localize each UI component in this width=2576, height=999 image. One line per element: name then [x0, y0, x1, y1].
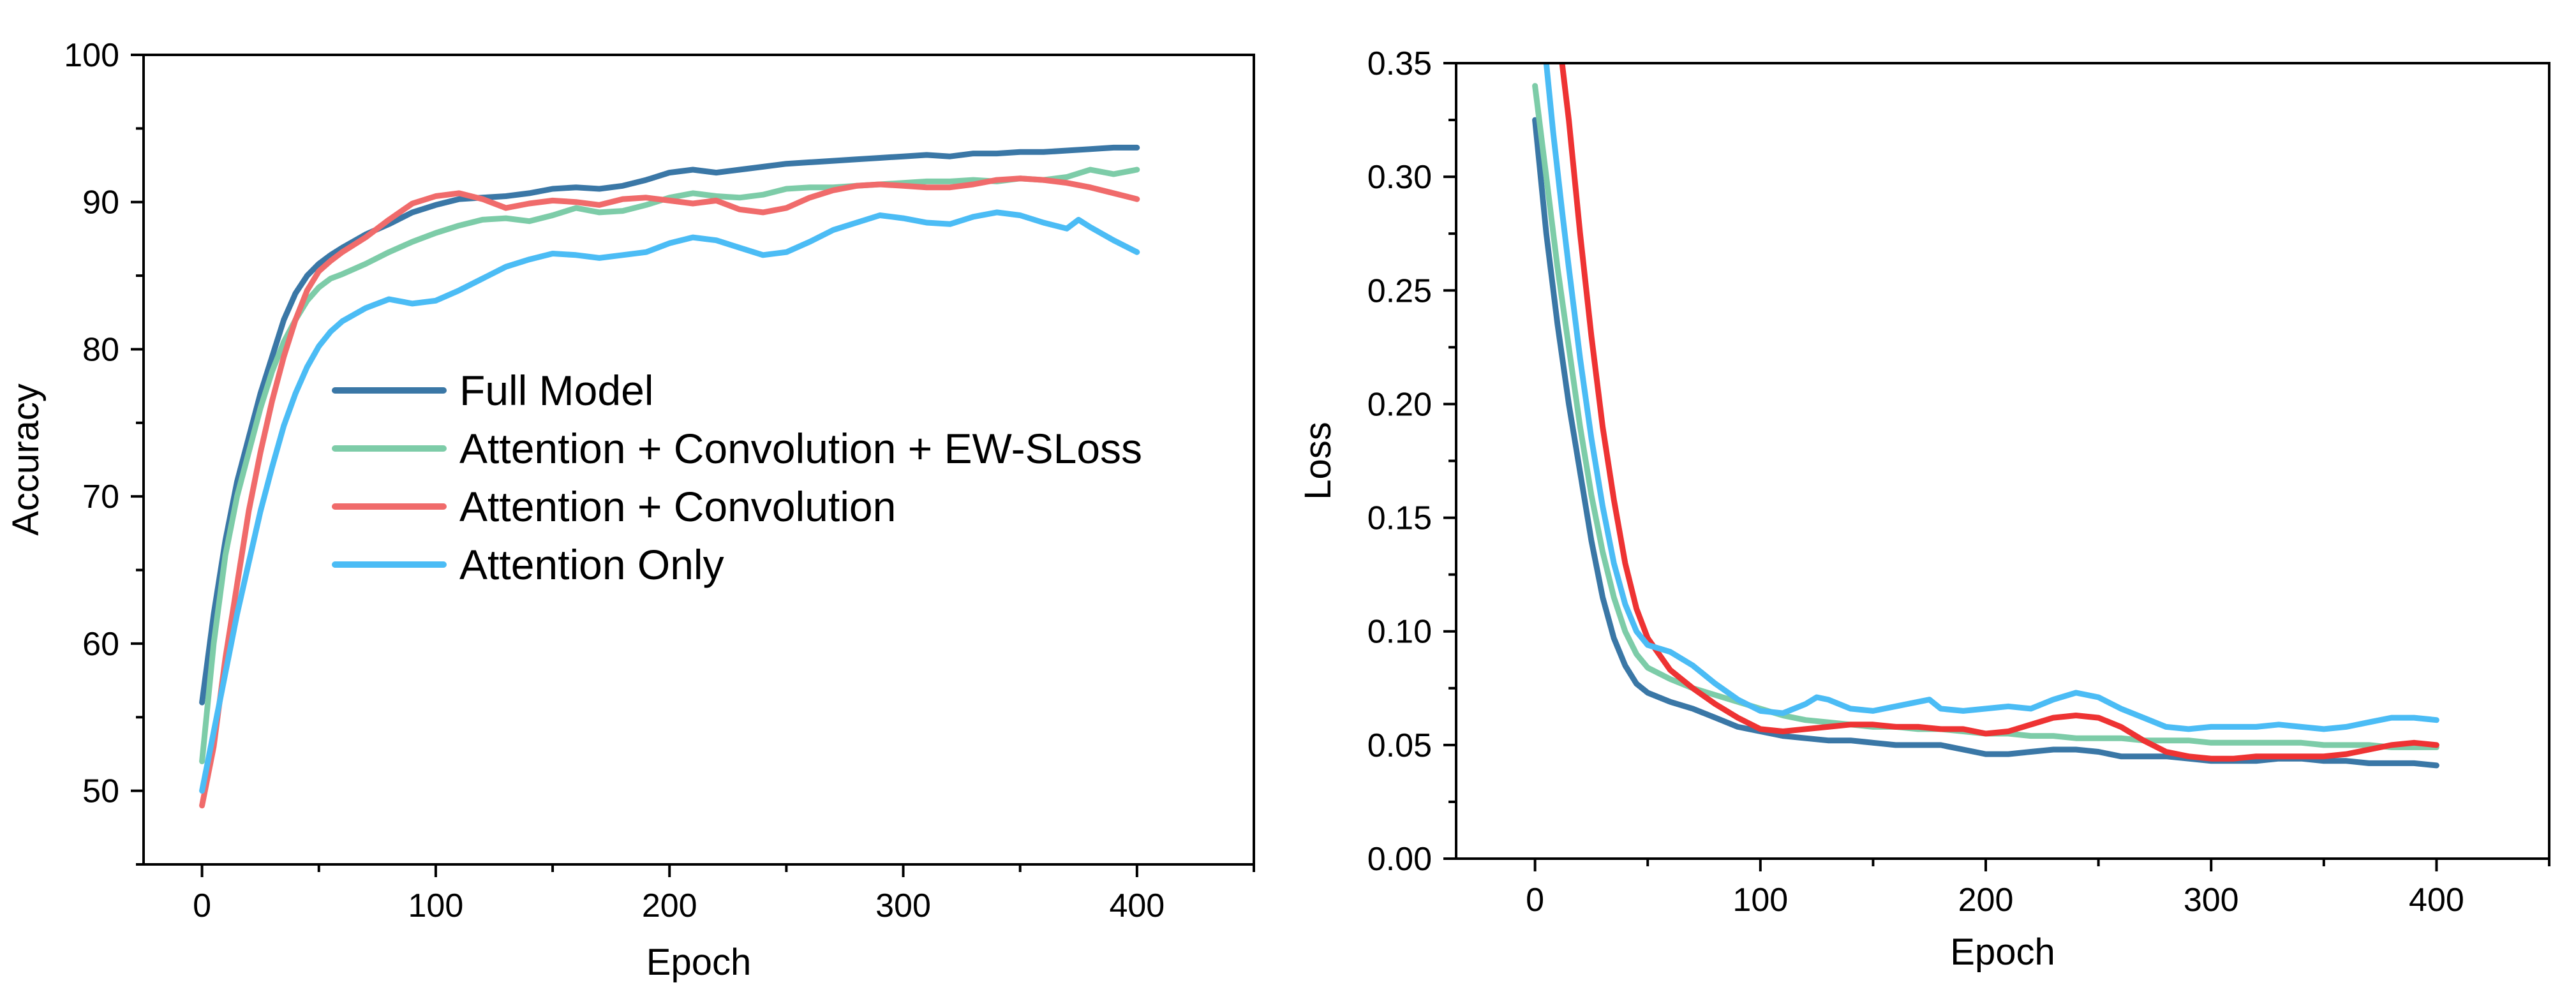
y-tick-label: 0.25: [1367, 272, 1432, 309]
y-tick-label: 0.15: [1367, 500, 1432, 537]
x-axis-title: Epoch: [1950, 931, 2055, 973]
series-line-full-model: [199, 144, 1140, 706]
plot-frame: [1455, 62, 2550, 860]
x-tick-label: 100: [1732, 882, 1788, 919]
x-tick-label: 0: [1526, 882, 1544, 919]
y-tick-label: 50: [82, 773, 119, 810]
y-tick-label: 100: [64, 37, 119, 74]
y-tick-label: 80: [82, 331, 119, 368]
x-tick-label: 200: [1958, 882, 2014, 919]
legend-label-attention-only: Attention Only: [459, 541, 724, 588]
legend-label-attention-convolution-ew-sloss: Attention + Convolution + EW-SLoss: [459, 425, 1142, 472]
series-group: [199, 144, 1140, 809]
y-tick-label: 0.35: [1367, 45, 1432, 82]
y-tick-label: 0.30: [1367, 159, 1432, 196]
x-tick-label: 100: [408, 887, 464, 924]
plot-frame: [142, 54, 1255, 866]
x-tick-label: 400: [2409, 882, 2464, 919]
x-tick-label: 400: [1109, 887, 1165, 924]
x-tick-label: 0: [193, 887, 211, 924]
y-axis-title: Accuracy: [5, 383, 47, 536]
series-line-full-model: [1532, 117, 2439, 769]
x-tick-label: 200: [642, 887, 697, 924]
accuracy-chart: 0 100 200 300 400 50 60 70 80 90 100 Epoch Accuracy F…: [5, 37, 1255, 983]
y-axis-title: Loss: [1297, 422, 1339, 500]
series-line-attention-convolution: [1559, 63, 2439, 762]
y-tick-label: 0.10: [1367, 614, 1432, 651]
x-tick-label: 300: [875, 887, 931, 924]
series-group: [1532, 63, 2439, 769]
y-tick-label: 70: [82, 478, 119, 515]
y-tick-label: 60: [82, 626, 119, 663]
series-line-attention-convolution-ew-sloss: [1532, 83, 2439, 750]
x-axis-title: Epoch: [646, 942, 751, 983]
x-tick-label: 300: [2184, 882, 2239, 919]
series-line-attention-convolution: [199, 175, 1140, 809]
y-tick-label: 0.00: [1367, 841, 1432, 878]
loss-chart: 0 100 200 300 400 0.00 0.05 0.10 0.15 0.20 0.25 0.3…: [1297, 45, 2550, 973]
series-line-attention-only: [1543, 63, 2439, 732]
legend: Full Model Attention + Convolution + EW-S…: [332, 367, 1142, 588]
y-tick-label: 0.05: [1367, 727, 1432, 764]
y-tick-label: 0.20: [1367, 386, 1432, 423]
y-tick-label: 90: [82, 184, 119, 221]
series-line-attention-only: [199, 209, 1140, 794]
legend-label-attention-convolution: Attention + Convolution: [459, 483, 896, 530]
legend-label-full-model: Full Model: [459, 367, 653, 414]
